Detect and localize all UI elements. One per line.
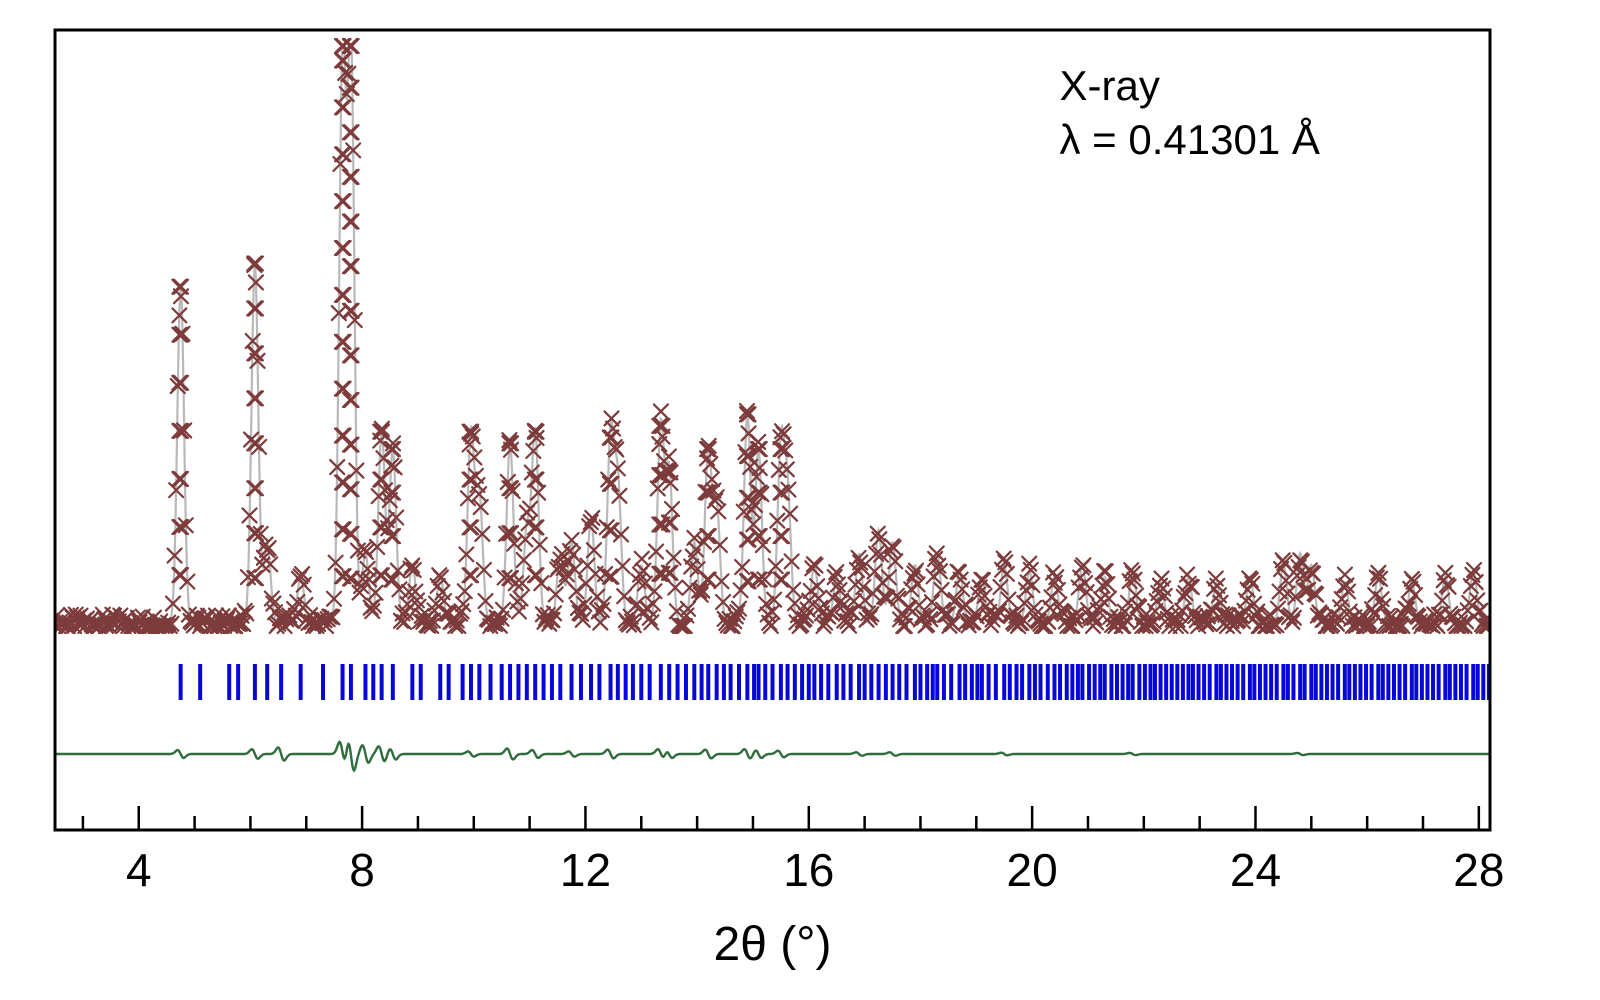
x-tick-label: 8 <box>349 844 375 896</box>
x-tick-label: 4 <box>126 844 152 896</box>
difference-curve <box>55 742 1490 771</box>
x-tick-label: 20 <box>1007 844 1058 896</box>
x-axis-ticks <box>83 806 1479 830</box>
x-tick-label: 16 <box>783 844 834 896</box>
x-tick-label: 28 <box>1453 844 1504 896</box>
x-tick-label: 24 <box>1230 844 1281 896</box>
annotation-line: X-ray <box>1060 62 1160 109</box>
chart-svg: 4 8 12 16 20 24 28 2θ (°) X-ray λ = 0.41301 Å <box>0 0 1600 1000</box>
x-tick-label: 12 <box>560 844 611 896</box>
x-axis-label: 2θ (°) <box>714 918 832 971</box>
xrd-chart: 4 8 12 16 20 24 28 2θ (°) X-ray λ = 0.41301 Å <box>0 0 1600 1000</box>
annotation-line: λ = 0.41301 Å <box>1060 116 1320 163</box>
bragg-ticks <box>181 664 1489 700</box>
